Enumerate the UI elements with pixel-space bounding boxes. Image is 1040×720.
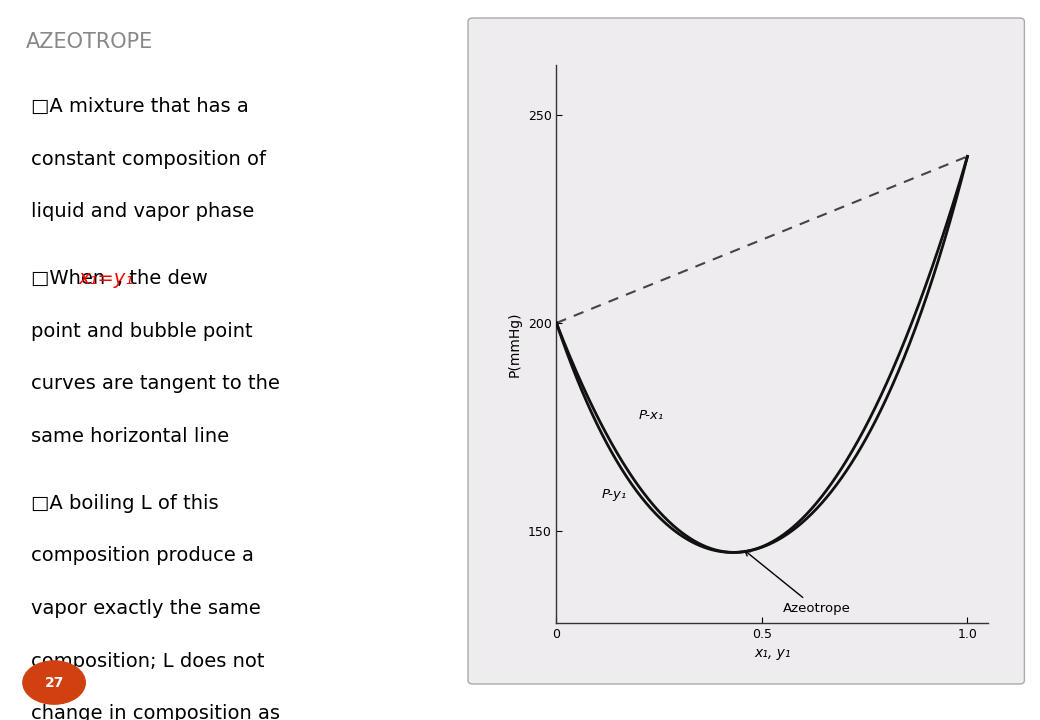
Text: same horizontal line: same horizontal line [31, 427, 230, 446]
Text: curves are tangent to the: curves are tangent to the [31, 374, 280, 393]
Text: 27: 27 [45, 675, 63, 690]
Text: vapor exactly the same: vapor exactly the same [31, 599, 261, 618]
Text: □A mixture that has a: □A mixture that has a [31, 97, 249, 116]
Text: composition; L does not: composition; L does not [31, 652, 265, 670]
Text: □When: □When [31, 269, 111, 288]
Text: change in composition as: change in composition as [31, 704, 280, 720]
Text: point and bubble point: point and bubble point [31, 322, 253, 341]
X-axis label: x₁, y₁: x₁, y₁ [754, 647, 790, 660]
Text: liquid and vapor phase: liquid and vapor phase [31, 202, 255, 221]
Text: constant composition of: constant composition of [31, 150, 266, 168]
Y-axis label: P(mmHg): P(mmHg) [509, 311, 522, 377]
Text: x₁=y₁: x₁=y₁ [78, 269, 133, 288]
Text: Azeotrope: Azeotrope [745, 551, 851, 615]
Text: , the dew: , the dew [116, 269, 208, 288]
Text: P-y₁: P-y₁ [601, 488, 627, 501]
Text: AZEOTROPE: AZEOTROPE [26, 32, 153, 53]
Text: □A boiling L of this: □A boiling L of this [31, 494, 218, 513]
FancyBboxPatch shape [468, 18, 1024, 684]
Text: composition produce a: composition produce a [31, 546, 254, 565]
Text: P-x₁: P-x₁ [639, 409, 664, 422]
Circle shape [23, 661, 85, 704]
